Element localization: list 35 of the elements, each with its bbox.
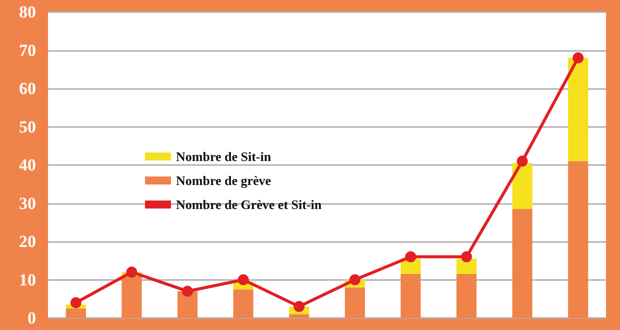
y-tick-label: 10 bbox=[19, 270, 36, 290]
point bbox=[294, 301, 305, 312]
bar bbox=[456, 258, 477, 274]
point bbox=[461, 251, 472, 262]
y-tick-label: 50 bbox=[19, 117, 36, 136]
y-tick-label: 60 bbox=[19, 79, 36, 98]
point bbox=[238, 274, 249, 286]
y-tick-label: 0 bbox=[28, 308, 36, 328]
bar bbox=[568, 58, 588, 162]
bar bbox=[456, 274, 477, 318]
y-tick-label: 70 bbox=[19, 40, 36, 60]
bar bbox=[66, 308, 86, 318]
bar bbox=[512, 208, 532, 318]
bar bbox=[233, 289, 254, 318]
point bbox=[572, 52, 584, 64]
bar bbox=[344, 287, 365, 318]
y-tick-label: 20 bbox=[19, 232, 36, 251]
bar bbox=[512, 163, 532, 209]
point bbox=[405, 251, 416, 262]
bar bbox=[568, 161, 588, 318]
bar bbox=[400, 274, 421, 318]
bar bbox=[177, 291, 198, 318]
point bbox=[182, 286, 193, 297]
point bbox=[126, 266, 138, 278]
legend-label: Nombre de Sit-in bbox=[176, 149, 272, 164]
bar bbox=[289, 314, 310, 318]
y-tick-label: 80 bbox=[19, 2, 36, 22]
point bbox=[349, 274, 360, 286]
bar bbox=[122, 276, 142, 318]
point bbox=[516, 156, 528, 167]
y-tick-label: 40 bbox=[19, 156, 36, 174]
point bbox=[70, 297, 82, 308]
y-tick-label: 30 bbox=[19, 194, 36, 213]
legend-label: Nombre de Grève et Sit-in bbox=[176, 197, 322, 212]
legend-label: Nombre de grève bbox=[176, 173, 272, 188]
